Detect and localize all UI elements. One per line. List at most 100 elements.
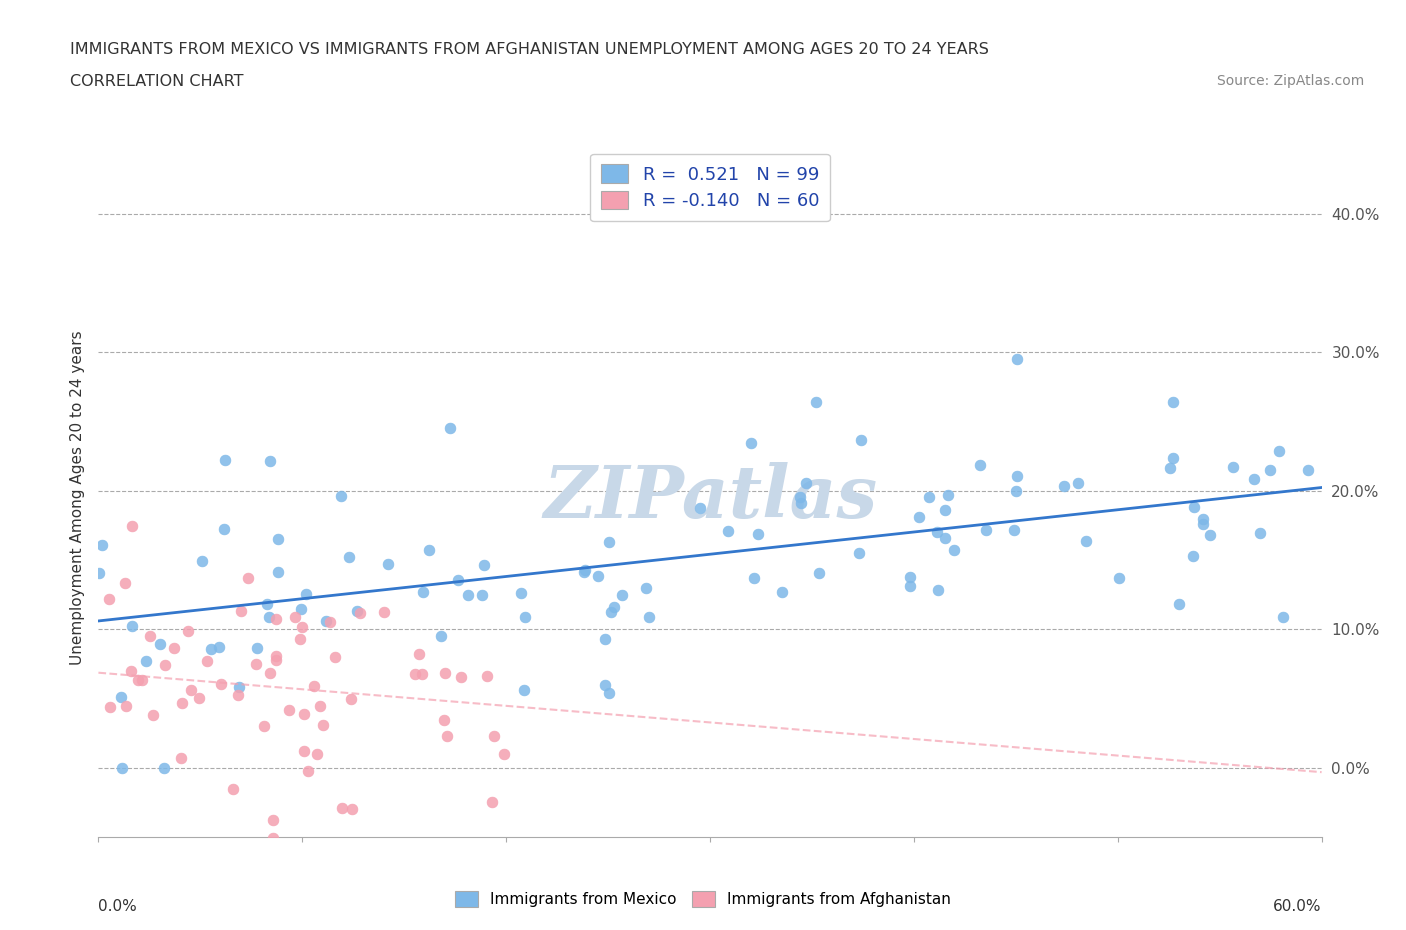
Point: [898, 570, 921, 585]
Point: [295, 587, 318, 602]
Point: [742, 571, 765, 586]
Point: [377, 556, 399, 571]
Point: [323, 650, 346, 665]
Point: [90, 538, 112, 552]
Point: [170, 695, 193, 710]
Point: [267, 565, 290, 579]
Point: [436, 728, 458, 743]
Point: [969, 458, 991, 472]
Point: [245, 657, 267, 671]
Point: [200, 642, 222, 657]
Point: [266, 611, 288, 626]
Point: [262, 813, 284, 828]
Point: [302, 678, 325, 693]
Point: [337, 550, 360, 565]
Point: [934, 503, 956, 518]
Point: [418, 542, 440, 557]
Point: [264, 653, 287, 668]
Point: [600, 604, 623, 619]
Point: [209, 676, 232, 691]
Point: [259, 665, 281, 680]
Point: [284, 609, 307, 624]
Point: [121, 518, 143, 533]
Point: [131, 672, 153, 687]
Point: [574, 563, 596, 578]
Point: [598, 535, 620, 550]
Text: CORRELATION CHART: CORRELATION CHART: [70, 74, 243, 89]
Point: [851, 432, 873, 447]
Point: [446, 572, 468, 587]
Point: [593, 631, 616, 646]
Point: [572, 565, 595, 579]
Point: [278, 702, 301, 717]
Point: [804, 394, 827, 409]
Point: [262, 831, 284, 846]
Point: [1053, 479, 1076, 494]
Point: [510, 586, 533, 601]
Point: [408, 646, 430, 661]
Point: [87, 565, 110, 580]
Point: [259, 454, 281, 469]
Legend: Immigrants from Mexico, Immigrants from Afghanistan: Immigrants from Mexico, Immigrants from …: [449, 884, 957, 913]
Point: [430, 629, 453, 644]
Point: [121, 618, 143, 633]
Point: [918, 489, 941, 504]
Point: [229, 604, 252, 618]
Point: [907, 509, 929, 524]
Point: [257, 609, 280, 624]
Point: [305, 747, 328, 762]
Point: [226, 687, 249, 702]
Point: [267, 532, 290, 547]
Point: [433, 712, 456, 727]
Point: [110, 690, 132, 705]
Point: [228, 680, 250, 695]
Point: [222, 782, 245, 797]
Point: [1161, 394, 1184, 409]
Point: [256, 596, 278, 611]
Point: [1249, 525, 1271, 540]
Point: [153, 658, 176, 672]
Point: [927, 583, 949, 598]
Point: [770, 585, 793, 600]
Point: [411, 667, 433, 682]
Point: [900, 578, 922, 593]
Point: [1005, 352, 1028, 366]
Point: [195, 654, 218, 669]
Point: [492, 747, 515, 762]
Point: [212, 522, 235, 537]
Point: [848, 546, 870, 561]
Point: [246, 641, 269, 656]
Point: [114, 576, 136, 591]
Point: [208, 640, 231, 655]
Point: [598, 686, 620, 701]
Point: [717, 524, 740, 538]
Point: [934, 531, 956, 546]
Point: [162, 640, 184, 655]
Point: [434, 665, 457, 680]
Point: [120, 663, 142, 678]
Point: [747, 526, 769, 541]
Point: [98, 699, 121, 714]
Point: [450, 670, 472, 684]
Point: [1222, 459, 1244, 474]
Point: [329, 488, 352, 503]
Point: [214, 453, 236, 468]
Point: [1167, 596, 1189, 611]
Point: [1181, 549, 1204, 564]
Point: [1002, 523, 1025, 538]
Point: [482, 728, 505, 743]
Point: [236, 570, 259, 585]
Point: [471, 587, 494, 602]
Text: Source: ZipAtlas.com: Source: ZipAtlas.com: [1216, 74, 1364, 88]
Point: [330, 800, 353, 815]
Point: [976, 523, 998, 538]
Point: [1296, 462, 1319, 477]
Point: [297, 764, 319, 778]
Point: [515, 610, 537, 625]
Point: [170, 751, 193, 765]
Point: [264, 649, 287, 664]
Point: [789, 496, 811, 511]
Point: [1161, 451, 1184, 466]
Point: [412, 584, 434, 599]
Point: [1192, 512, 1215, 526]
